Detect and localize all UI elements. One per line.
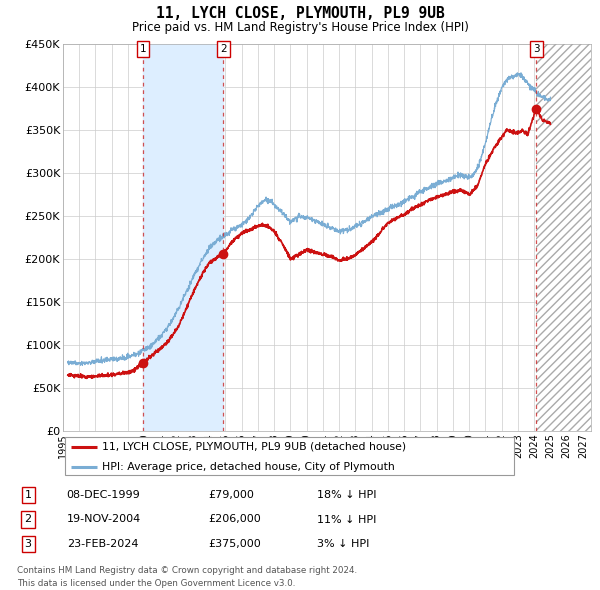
Text: 3% ↓ HPI: 3% ↓ HPI: [317, 539, 370, 549]
Text: HPI: Average price, detached house, City of Plymouth: HPI: Average price, detached house, City…: [101, 462, 394, 472]
Text: 11, LYCH CLOSE, PLYMOUTH, PL9 9UB: 11, LYCH CLOSE, PLYMOUTH, PL9 9UB: [155, 6, 445, 21]
Text: 2: 2: [25, 514, 32, 525]
Bar: [536, 44, 591, 431]
Text: 1: 1: [25, 490, 32, 500]
Text: Contains HM Land Registry data © Crown copyright and database right 2024.
This d: Contains HM Land Registry data © Crown c…: [17, 566, 357, 588]
FancyBboxPatch shape: [65, 437, 514, 475]
Text: £375,000: £375,000: [208, 539, 260, 549]
Text: £206,000: £206,000: [208, 514, 260, 525]
Text: Price paid vs. HM Land Registry's House Price Index (HPI): Price paid vs. HM Land Registry's House …: [131, 21, 469, 34]
Text: 2: 2: [220, 44, 227, 54]
Text: 19-NOV-2004: 19-NOV-2004: [67, 514, 141, 525]
Text: 11, LYCH CLOSE, PLYMOUTH, PL9 9UB (detached house): 11, LYCH CLOSE, PLYMOUTH, PL9 9UB (detac…: [101, 441, 406, 451]
Text: 1: 1: [140, 44, 146, 54]
Bar: [143, 44, 223, 431]
Text: 23-FEB-2024: 23-FEB-2024: [67, 539, 138, 549]
Bar: [536, 44, 591, 431]
Text: 3: 3: [25, 539, 32, 549]
Text: 18% ↓ HPI: 18% ↓ HPI: [317, 490, 377, 500]
Text: 11% ↓ HPI: 11% ↓ HPI: [317, 514, 377, 525]
Text: £79,000: £79,000: [208, 490, 254, 500]
Text: 3: 3: [533, 44, 540, 54]
Text: 08-DEC-1999: 08-DEC-1999: [67, 490, 140, 500]
